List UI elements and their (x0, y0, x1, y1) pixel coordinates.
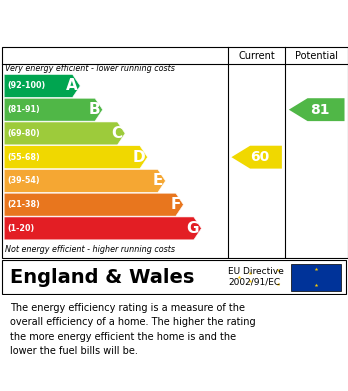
Text: (55-68): (55-68) (8, 152, 40, 161)
Text: D: D (132, 150, 145, 165)
Polygon shape (4, 146, 148, 169)
Text: (81-91): (81-91) (8, 105, 40, 114)
Text: G: G (186, 221, 199, 236)
Text: (21-38): (21-38) (8, 200, 40, 209)
Text: 60: 60 (251, 150, 270, 164)
Text: B: B (88, 102, 100, 117)
Text: F: F (170, 197, 181, 212)
Polygon shape (4, 122, 125, 145)
Text: 81: 81 (310, 103, 330, 117)
Text: (1-20): (1-20) (8, 224, 35, 233)
Text: Potential: Potential (295, 51, 338, 61)
Text: The energy efficiency rating is a measure of the
overall efficiency of a home. T: The energy efficiency rating is a measur… (10, 303, 256, 356)
Text: (69-80): (69-80) (8, 129, 40, 138)
Text: Energy Efficiency Rating: Energy Efficiency Rating (10, 16, 232, 30)
Text: Not energy efficient - higher running costs: Not energy efficient - higher running co… (5, 245, 175, 254)
Text: A: A (66, 79, 77, 93)
Polygon shape (4, 193, 183, 216)
FancyBboxPatch shape (291, 264, 341, 291)
Text: (39-54): (39-54) (8, 176, 40, 185)
Text: E: E (152, 173, 163, 188)
Polygon shape (231, 146, 282, 169)
Polygon shape (4, 169, 166, 192)
Text: Current: Current (238, 51, 275, 61)
Text: England & Wales: England & Wales (10, 268, 195, 287)
Polygon shape (4, 217, 201, 240)
Text: Very energy efficient - lower running costs: Very energy efficient - lower running co… (5, 64, 175, 73)
Text: (92-100): (92-100) (8, 81, 46, 90)
Polygon shape (289, 98, 345, 121)
Polygon shape (4, 98, 103, 121)
Text: C: C (111, 126, 122, 141)
Polygon shape (4, 74, 80, 97)
Text: EU Directive
2002/91/EC: EU Directive 2002/91/EC (228, 267, 284, 286)
